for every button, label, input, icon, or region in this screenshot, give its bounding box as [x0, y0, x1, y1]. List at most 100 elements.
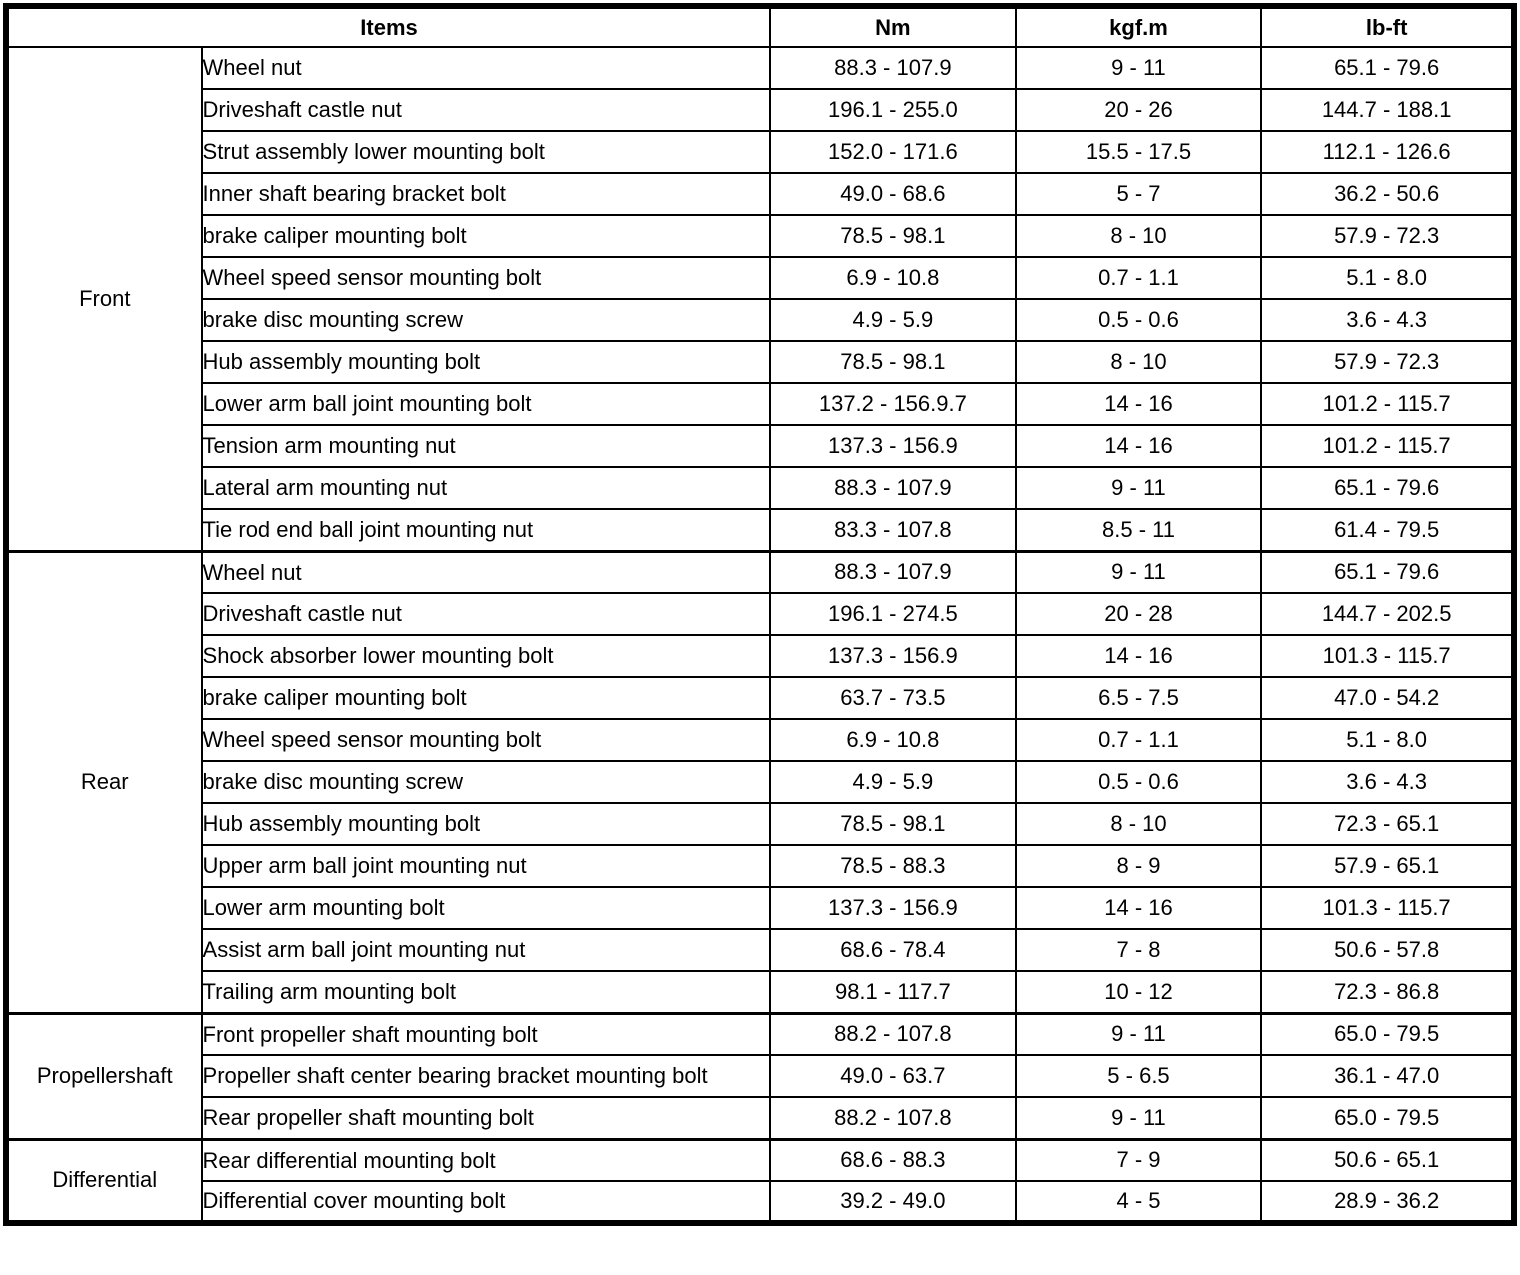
- col-header-kgfm: kgf.m: [1014, 5, 1263, 48]
- lbft-value-cell: 101.2 - 115.7: [1260, 382, 1515, 426]
- nm-value-cell: 6.9 - 10.8: [769, 256, 1017, 300]
- table-row: Strut assembly lower mounting bolt 152.0 …: [6, 130, 1515, 174]
- nm-value-cell: 78.5 - 98.1: [769, 214, 1017, 258]
- lbft-value-cell: 28.9 - 36.2: [1260, 1180, 1515, 1224]
- header-row: Items Nm kgf.m lb-ft: [4, 5, 1515, 48]
- item-cell: Driveshaft castle nut: [200, 592, 772, 636]
- table-row: Differential cover mounting bolt 39.2 - 4…: [6, 1180, 1515, 1224]
- nm-value-cell: 137.2 - 156.9.7: [769, 382, 1017, 426]
- kgfm-value-cell: 14 - 16: [1014, 382, 1263, 426]
- table-row: Tension arm mounting nut 137.3 - 156.9 14 …: [6, 424, 1515, 468]
- nm-value-cell: 83.3 - 107.8: [769, 508, 1017, 552]
- torque-spec-table: Items Nm kgf.m lb-ft Front Wheel nut 88.3 …: [3, 3, 1517, 1226]
- item-cell: Wheel speed sensor mounting bolt: [200, 256, 772, 300]
- kgfm-value-cell: 20 - 28: [1014, 592, 1263, 636]
- table-row: brake caliper mounting bolt 78.5 - 98.1 8 …: [6, 214, 1515, 258]
- table-row: Propellershaft Front propeller shaft moun…: [5, 1011, 1515, 1140]
- lbft-value-cell: 61.4 - 79.5: [1260, 508, 1515, 552]
- table-row: Wheel speed sensor mounting bolt 6.9 - 10…: [6, 718, 1515, 762]
- item-cell: Wheel speed sensor mounting bolt: [200, 718, 772, 762]
- lbft-value-cell: 101.2 - 115.7: [1260, 424, 1515, 468]
- nm-value-cell: 68.6 - 78.4: [769, 928, 1017, 972]
- kgfm-value-cell: 7 - 8: [1014, 928, 1263, 972]
- nm-value-cell: 88.3 - 107.9: [769, 46, 1017, 90]
- nm-value-cell: 196.1 - 255.0: [769, 88, 1017, 132]
- lbft-value-cell: 72.3 - 65.1: [1260, 802, 1515, 846]
- table-row: brake disc mounting screw 4.9 - 5.9 0.5 - …: [6, 298, 1515, 342]
- lbft-value-cell: 5.1 - 8.0: [1260, 718, 1515, 762]
- table-row: Tie rod end ball joint mounting nut 83.3 …: [6, 508, 1515, 552]
- kgfm-value-cell: 8 - 10: [1014, 340, 1263, 384]
- item-cell: Trailing arm mounting bolt: [200, 970, 772, 1014]
- col-header-items: Items: [4, 5, 772, 48]
- kgfm-value-cell: 14 - 16: [1014, 886, 1263, 930]
- lbft-value-cell: 101.3 - 115.7: [1260, 634, 1515, 678]
- nm-value-cell: 88.2 - 107.8: [769, 1096, 1017, 1140]
- table-row: Differential Rear differential mounting b…: [5, 1137, 1515, 1224]
- item-cell: Lateral arm mounting nut: [200, 466, 772, 510]
- lbft-value-cell: 65.1 - 79.6: [1260, 549, 1515, 594]
- table-row: Wheel speed sensor mounting bolt 6.9 - 10…: [6, 256, 1515, 300]
- category-cell: Rear: [5, 549, 203, 1014]
- kgfm-value-cell: 9 - 11: [1014, 1096, 1263, 1140]
- table-row: brake caliper mounting bolt 63.7 - 73.5 6.…: [6, 676, 1515, 720]
- nm-value-cell: 39.2 - 49.0: [769, 1180, 1017, 1224]
- category-cell: Differential: [5, 1137, 203, 1224]
- kgfm-value-cell: 5 - 7: [1014, 172, 1263, 216]
- nm-value-cell: 4.9 - 5.9: [769, 760, 1017, 804]
- kgfm-value-cell: 20 - 26: [1014, 88, 1263, 132]
- kgfm-value-cell: 15.5 - 17.5: [1014, 130, 1263, 174]
- item-cell: Rear differential mounting bolt: [200, 1137, 772, 1182]
- lbft-value-cell: 57.9 - 72.3: [1260, 340, 1515, 384]
- lbft-value-cell: 47.0 - 54.2: [1260, 676, 1515, 720]
- kgfm-value-cell: 9 - 11: [1014, 1011, 1263, 1056]
- lbft-value-cell: 3.6 - 4.3: [1260, 298, 1515, 342]
- table-row: Driveshaft castle nut 196.1 - 274.5 20 - 2…: [6, 592, 1515, 636]
- lbft-value-cell: 65.1 - 79.6: [1260, 46, 1515, 90]
- category-cell: Front: [5, 46, 203, 552]
- item-cell: Upper arm ball joint mounting nut: [200, 844, 772, 888]
- table-row: Inner shaft bearing bracket bolt 49.0 - 6…: [6, 172, 1515, 216]
- kgfm-value-cell: 14 - 16: [1014, 424, 1263, 468]
- kgfm-value-cell: 4 - 5: [1014, 1180, 1263, 1224]
- nm-value-cell: 4.9 - 5.9: [769, 298, 1017, 342]
- table-row: Lower arm mounting bolt 137.3 - 156.9 14 -…: [6, 886, 1515, 930]
- nm-value-cell: 63.7 - 73.5: [769, 676, 1017, 720]
- category-cell: Propellershaft: [5, 1011, 203, 1140]
- lbft-value-cell: 72.3 - 86.8: [1260, 970, 1515, 1014]
- lbft-value-cell: 65.1 - 79.6: [1260, 466, 1515, 510]
- nm-value-cell: 78.5 - 88.3: [769, 844, 1017, 888]
- kgfm-value-cell: 0.5 - 0.6: [1014, 298, 1263, 342]
- item-cell: brake disc mounting screw: [200, 760, 772, 804]
- item-cell: Hub assembly mounting bolt: [200, 340, 772, 384]
- table-row: Shock absorber lower mounting bolt 137.3 …: [6, 634, 1515, 678]
- nm-value-cell: 137.3 - 156.9: [769, 886, 1017, 930]
- kgfm-value-cell: 0.7 - 1.1: [1014, 256, 1263, 300]
- item-cell: Lower arm ball joint mounting bolt: [200, 382, 772, 426]
- item-cell: Rear propeller shaft mounting bolt: [200, 1096, 772, 1140]
- table-row: Lateral arm mounting nut 88.3 - 107.9 9 - …: [6, 466, 1515, 510]
- col-header-nm: Nm: [769, 5, 1017, 48]
- nm-value-cell: 88.2 - 107.8: [769, 1011, 1017, 1056]
- item-cell: Wheel nut: [200, 549, 772, 594]
- kgfm-value-cell: 8 - 10: [1014, 214, 1263, 258]
- lbft-value-cell: 50.6 - 57.8: [1260, 928, 1515, 972]
- kgfm-value-cell: 0.5 - 0.6: [1014, 760, 1263, 804]
- kgfm-value-cell: 9 - 11: [1014, 466, 1263, 510]
- kgfm-value-cell: 8 - 9: [1014, 844, 1263, 888]
- lbft-value-cell: 65.0 - 79.5: [1260, 1096, 1515, 1140]
- item-cell: Differential cover mounting bolt: [200, 1180, 772, 1224]
- table-row: Assist arm ball joint mounting nut 68.6 -…: [6, 928, 1515, 972]
- nm-value-cell: 49.0 - 63.7: [769, 1054, 1017, 1098]
- nm-value-cell: 196.1 - 274.5: [769, 592, 1017, 636]
- lbft-value-cell: 144.7 - 202.5: [1260, 592, 1515, 636]
- lbft-value-cell: 57.9 - 65.1: [1260, 844, 1515, 888]
- nm-value-cell: 78.5 - 98.1: [769, 340, 1017, 384]
- nm-value-cell: 68.6 - 88.3: [769, 1137, 1017, 1182]
- table-row: Driveshaft castle nut 196.1 - 255.0 20 - 2…: [6, 88, 1515, 132]
- table-row: brake disc mounting screw 4.9 - 5.9 0.5 - …: [6, 760, 1515, 804]
- lbft-value-cell: 36.1 - 47.0: [1260, 1054, 1515, 1098]
- item-cell: brake caliper mounting bolt: [200, 676, 772, 720]
- nm-value-cell: 49.0 - 68.6: [769, 172, 1017, 216]
- kgfm-value-cell: 7 - 9: [1014, 1137, 1263, 1182]
